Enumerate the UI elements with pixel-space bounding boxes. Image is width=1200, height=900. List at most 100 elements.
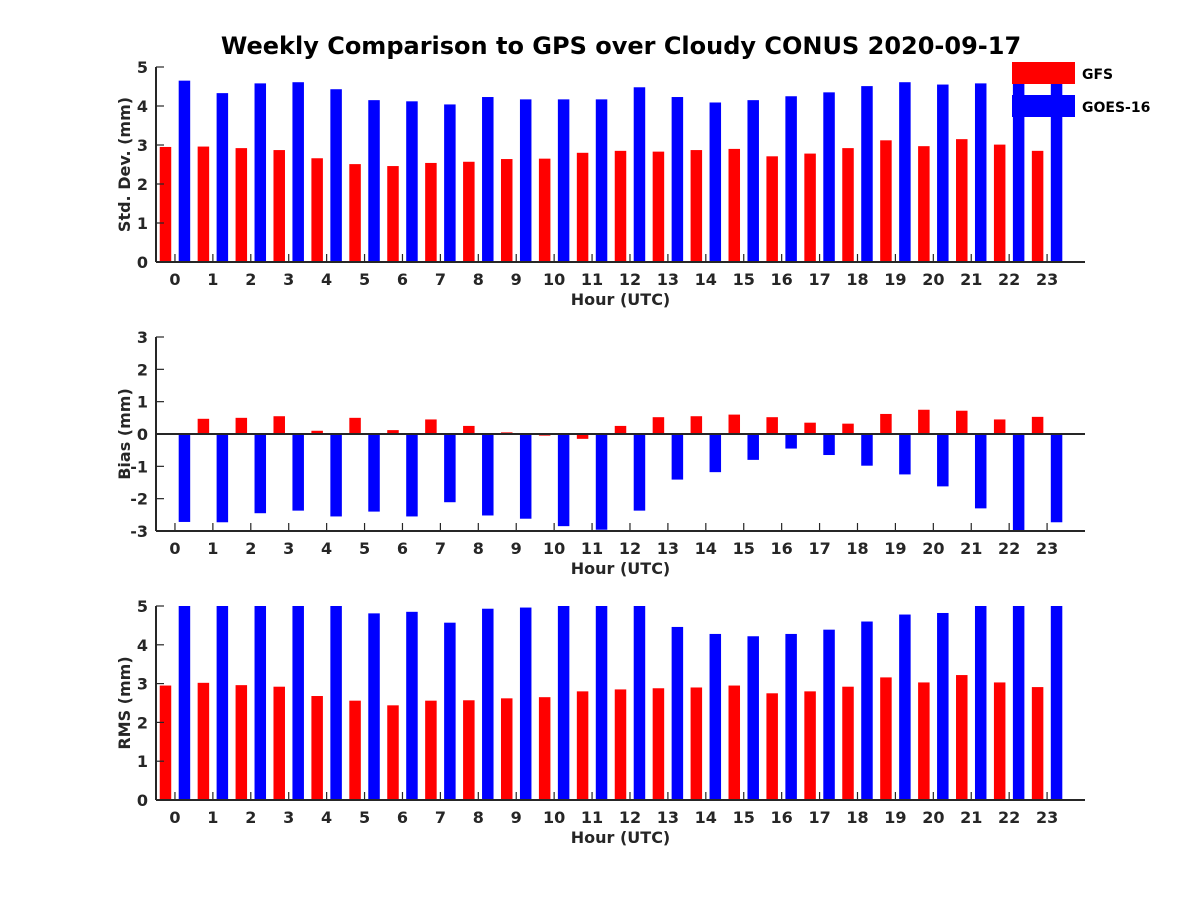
bar-gfs-hour-0	[159, 146, 172, 262]
bar-gfs-hour-18	[842, 148, 854, 262]
x-tick-label: 19	[884, 539, 906, 558]
x-tick-label: 22	[998, 270, 1020, 289]
bar-gfs-hour-21	[956, 139, 968, 262]
bar-goes-16-hour-14	[709, 434, 722, 473]
bar-goes-16-hour-18	[861, 621, 873, 800]
x-tick-label: 15	[733, 270, 755, 289]
bar-goes-16-hour-21	[974, 434, 987, 509]
bar-gfs-hour-12	[614, 425, 627, 434]
bar-goes-16-hour-9	[519, 607, 532, 800]
x-tick-label: 7	[435, 808, 446, 827]
bar-goes-16-hour-5	[368, 613, 380, 800]
bar-gfs-hour-0	[159, 685, 172, 800]
bar-gfs-hour-7	[425, 700, 437, 800]
bar-goes-16-hour-20	[937, 84, 949, 262]
y-tick-label: 1	[137, 214, 148, 233]
x-tick-label: 10	[543, 270, 565, 289]
bar-gfs-hour-3	[273, 686, 285, 800]
bar-gfs-hour-1	[197, 418, 210, 434]
y-tick-label: 4	[137, 636, 148, 655]
bar-goes-16-hour-6	[406, 101, 418, 262]
bar-gfs-hour-3	[273, 416, 285, 434]
x-tick-label: 14	[695, 270, 717, 289]
y-tick-label: 2	[137, 713, 148, 732]
x-tick-label: 14	[695, 808, 717, 827]
legend-label-gfs: GFS	[1082, 67, 1113, 83]
bar-gfs-hour-2	[235, 148, 248, 262]
x-tick-label: 23	[1036, 539, 1058, 558]
bar-goes-16-hour-12	[633, 87, 646, 262]
bar-goes-16-hour-21	[974, 606, 987, 800]
x-tick-label: 5	[359, 539, 370, 558]
x-tick-label: 0	[169, 539, 180, 558]
x-tick-label: 13	[657, 270, 679, 289]
x-tick-label: 9	[511, 270, 522, 289]
bar-gfs-hour-19	[880, 413, 892, 434]
bar-gfs-hour-20	[918, 146, 930, 262]
x-tick-label: 22	[998, 539, 1020, 558]
x-tick-label: 12	[619, 808, 641, 827]
x-tick-label: 6	[397, 539, 408, 558]
bar-goes-16-hour-7	[444, 622, 456, 800]
x-tick-label: 8	[473, 539, 484, 558]
x-tick-label: 15	[733, 808, 755, 827]
bar-gfs-hour-21	[956, 410, 968, 434]
bar-goes-16-hour-17	[823, 434, 835, 456]
x-tick-label: 11	[581, 808, 603, 827]
bar-gfs-hour-15	[728, 685, 741, 800]
x-tick-label: 7	[435, 539, 446, 558]
bar-goes-16-hour-8	[482, 608, 494, 800]
y-axis-label: RMS (mm)	[115, 656, 134, 749]
x-tick-label: 23	[1036, 270, 1058, 289]
y-axis-label: Bias (mm)	[115, 388, 134, 480]
y-tick-label: 2	[137, 175, 148, 194]
x-tick-label: 2	[245, 808, 256, 827]
bar-goes-16-hour-0	[178, 606, 191, 800]
bar-gfs-hour-10	[538, 697, 551, 800]
x-tick-label: 2	[245, 539, 256, 558]
x-tick-label: 0	[169, 808, 180, 827]
bar-gfs-hour-9	[500, 698, 513, 800]
x-tick-label: 6	[397, 808, 408, 827]
x-axis-label: Hour (UTC)	[571, 828, 671, 847]
chart-legend: GFS GOES-16	[1012, 62, 1150, 117]
x-tick-label: 5	[359, 808, 370, 827]
x-tick-label: 1	[207, 539, 218, 558]
bar-goes-16-hour-16	[785, 633, 797, 800]
bar-gfs-hour-14	[690, 687, 703, 800]
bar-goes-16-hour-1	[216, 606, 229, 800]
x-tick-label: 16	[771, 808, 793, 827]
x-tick-label: 16	[771, 270, 793, 289]
bar-gfs-hour-7	[425, 162, 437, 262]
bar-gfs-hour-8	[463, 700, 475, 800]
x-tick-label: 1	[207, 270, 218, 289]
x-tick-label: 5	[359, 270, 370, 289]
x-tick-label: 3	[283, 270, 294, 289]
bar-goes-16-hour-9	[519, 434, 532, 519]
bar-goes-16-hour-4	[330, 606, 342, 800]
bar-gfs-hour-22	[993, 419, 1006, 434]
bar-goes-16-hour-16	[785, 96, 797, 262]
legend-label-goes-16: GOES-16	[1082, 100, 1150, 116]
bar-goes-16-hour-13	[671, 97, 684, 262]
x-tick-label: 3	[283, 539, 294, 558]
bar-gfs-hour-16	[766, 693, 778, 800]
x-tick-label: 2	[245, 270, 256, 289]
bar-goes-16-hour-8	[482, 434, 494, 516]
y-tick-label: 0	[137, 253, 148, 272]
x-tick-label: 9	[511, 808, 522, 827]
bar-goes-16-hour-1	[216, 93, 229, 262]
y-tick-label: 3	[137, 328, 148, 347]
x-tick-label: 10	[543, 539, 565, 558]
bar-goes-16-hour-2	[254, 83, 267, 262]
bar-goes-16-hour-23	[1050, 82, 1063, 262]
y-tick-label: 3	[137, 136, 148, 155]
bar-gfs-hour-1	[197, 146, 210, 262]
bar-gfs-hour-9	[500, 159, 513, 262]
y-tick-label: -3	[130, 522, 148, 541]
x-tick-label: 17	[808, 808, 830, 827]
bar-goes-16-hour-7	[444, 104, 456, 262]
y-tick-label: 5	[137, 58, 148, 77]
bar-gfs-hour-1	[197, 682, 210, 800]
bar-goes-16-hour-1	[216, 434, 229, 523]
